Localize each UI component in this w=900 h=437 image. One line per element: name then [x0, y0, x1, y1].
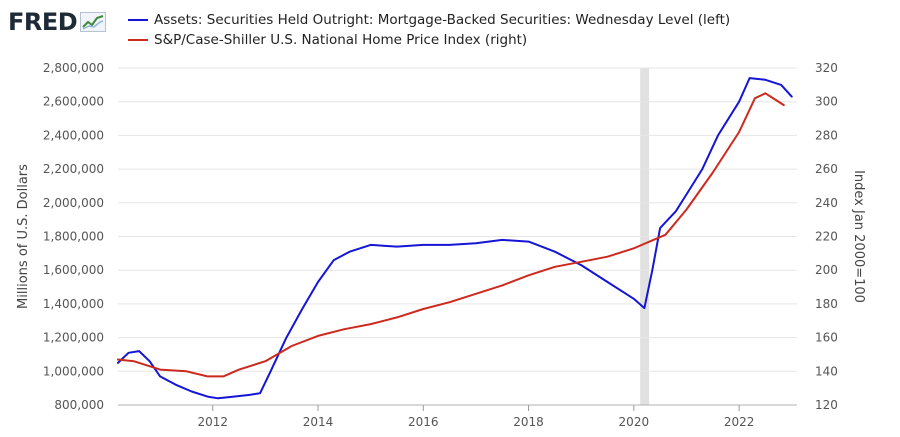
y-right-tick-label: 220: [815, 230, 838, 244]
x-tick-label: 2012: [197, 415, 228, 429]
y-left-tick-label: 1,200,000: [43, 331, 104, 345]
y-left-tick-label: 1,800,000: [43, 230, 104, 244]
x-tick-label: 2014: [303, 415, 334, 429]
y-right-tick-label: 200: [815, 263, 838, 277]
y-right-tick-label: 320: [815, 61, 838, 75]
legend-item-home-price[interactable]: S&P/Case-Shiller U.S. National Home Pric…: [128, 30, 730, 50]
y-right-tick-label: 300: [815, 95, 838, 109]
fred-logo-text: FRED: [8, 8, 78, 36]
y-right-tick-label: 140: [815, 364, 838, 378]
legend-label-home-price: S&P/Case-Shiller U.S. National Home Pric…: [154, 32, 528, 48]
x-tick-label: 2018: [513, 415, 544, 429]
y-left-axis-title: Millions of U.S. Dollars: [16, 164, 31, 309]
legend-label-mbs: Assets: Securities Held Outright: Mortga…: [154, 12, 731, 28]
chart-legend: Assets: Securities Held Outright: Mortga…: [128, 10, 730, 50]
y-right-tick-label: 240: [815, 196, 838, 210]
y-right-axis-title: Index Jan 2000=100: [851, 170, 866, 303]
legend-swatch-mbs: [128, 19, 148, 21]
y-left-tick-label: 800,000: [54, 398, 104, 412]
y-left-tick-label: 2,400,000: [43, 128, 104, 142]
legend-swatch-home-price: [128, 39, 148, 41]
y-left-tick-label: 2,000,000: [43, 196, 104, 210]
series-line-home-price: [117, 92, 785, 378]
y-left-tick-label: 2,800,000: [43, 61, 104, 75]
y-left-tick-label: 1,600,000: [43, 263, 104, 277]
series-line-mbs: [117, 77, 793, 400]
chart-line-icon: [80, 12, 107, 32]
y-right-tick-label: 260: [815, 162, 838, 176]
y-right-tick-label: 160: [815, 331, 838, 345]
y-left-tick-label: 2,600,000: [43, 95, 104, 109]
y-left-tick-label: 1,000,000: [43, 364, 104, 378]
x-tick-label: 2022: [724, 415, 755, 429]
y-left-tick-label: 2,200,000: [43, 162, 104, 176]
y-left-tick-label: 1,400,000: [43, 297, 104, 311]
y-right-tick-label: 280: [815, 128, 838, 142]
x-tick-label: 2020: [619, 415, 650, 429]
x-tick-label: 2016: [408, 415, 439, 429]
fred-logo[interactable]: FRED: [8, 7, 107, 37]
y-right-tick-label: 120: [815, 398, 838, 412]
legend-item-mbs[interactable]: Assets: Securities Held Outright: Mortga…: [128, 10, 730, 30]
y-right-tick-label: 180: [815, 297, 838, 311]
